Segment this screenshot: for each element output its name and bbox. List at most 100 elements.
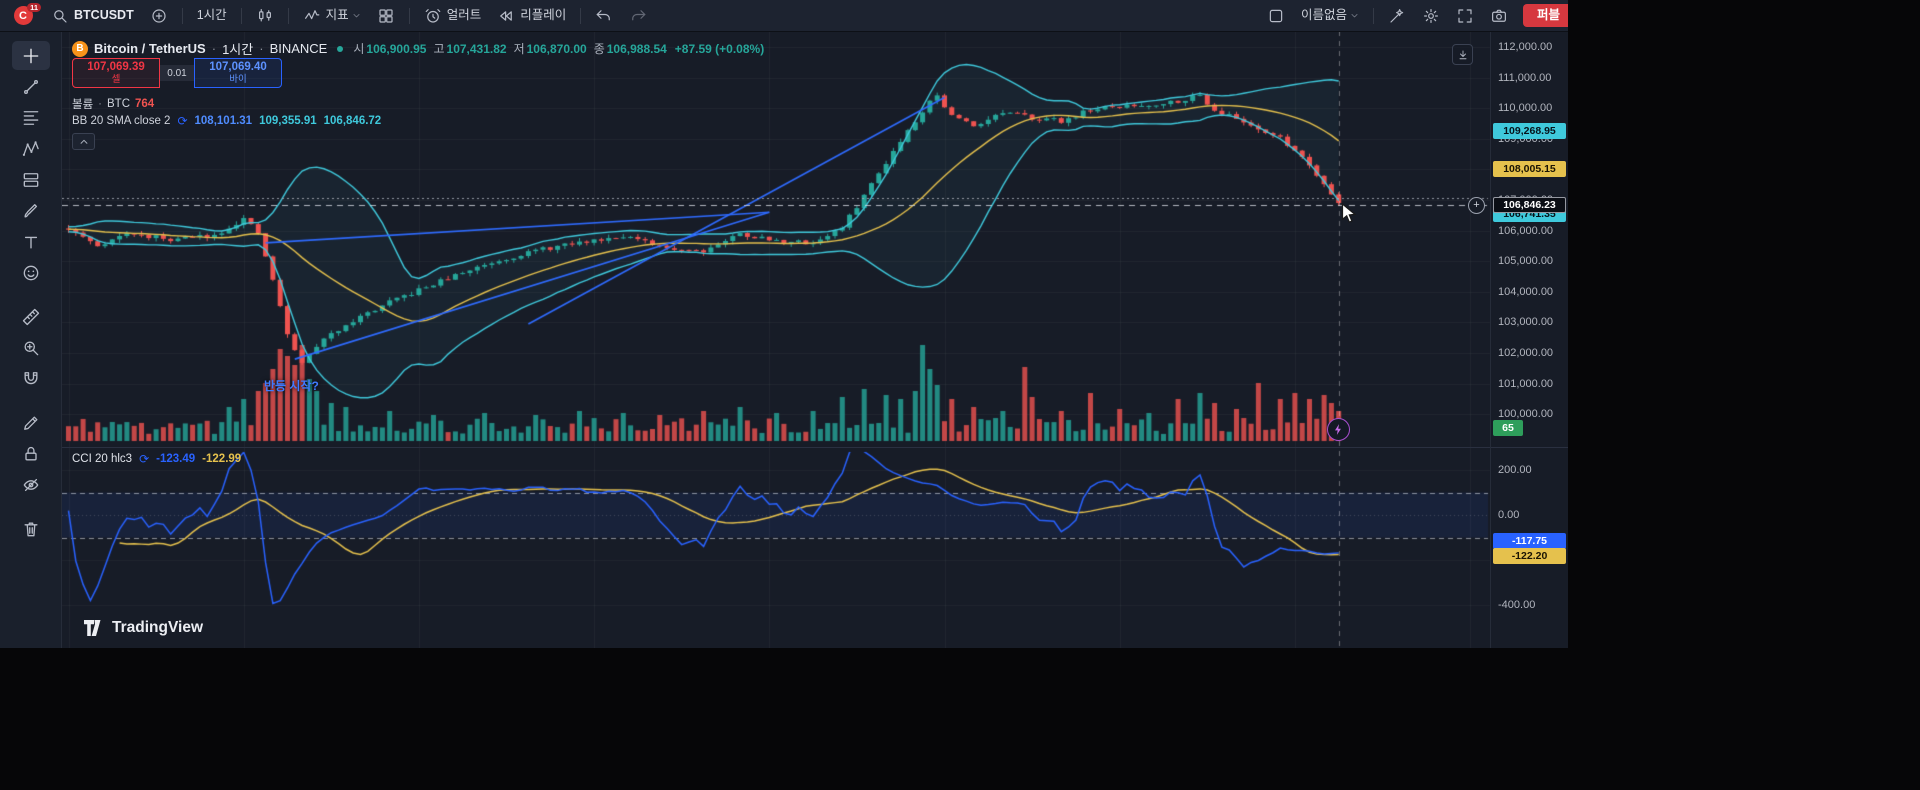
undo-icon bbox=[595, 7, 613, 25]
price-change: +87.59 (+0.08%) bbox=[674, 41, 765, 56]
symbol-search-button-label: BTCUSDT bbox=[74, 8, 134, 23]
ohlc-label: 종 bbox=[593, 42, 605, 56]
toolbar-right-group: 이름없음 퍼블 bbox=[1260, 0, 1568, 31]
layout-name-button[interactable]: 이름없음 bbox=[1294, 4, 1366, 28]
refresh-icon[interactable]: ⟳ bbox=[177, 114, 188, 128]
cci-axis-label: -400.00 bbox=[1498, 599, 1536, 611]
gear-icon bbox=[1422, 7, 1440, 25]
save-layout-button[interactable] bbox=[1260, 4, 1292, 28]
legend-interval[interactable]: 1시간 bbox=[222, 42, 254, 57]
text-drawing-annotation[interactable]: 반등 시작? bbox=[264, 379, 319, 393]
redo-button[interactable] bbox=[622, 4, 654, 28]
tradingview-window: C 11 BTCUSDT 1시간 지표 얼러트 리플레이 이름없음 퍼블 B Bitcoi… bbox=[0, 0, 1568, 648]
price-axis-label: 111,000.00 bbox=[1498, 71, 1552, 84]
ohlc-label: 시 bbox=[353, 42, 365, 56]
redo-icon bbox=[629, 7, 647, 25]
price-axis-label: 103,000.00 bbox=[1498, 316, 1554, 329]
drawing-mode-tool[interactable] bbox=[12, 408, 50, 437]
compare-add-button[interactable] bbox=[143, 4, 175, 28]
lock-icon bbox=[21, 444, 41, 464]
cci-label[interactable]: CCI 20 hlc3 bbox=[72, 453, 133, 465]
cci-smooth-value: -122.99 bbox=[202, 453, 242, 465]
trend-line-tool[interactable] bbox=[12, 72, 50, 101]
indicators-button[interactable]: 지표 bbox=[296, 4, 368, 28]
sell-button[interactable]: 107,069.39 셀 bbox=[72, 58, 160, 88]
snapshot-button[interactable] bbox=[1483, 4, 1515, 28]
hide-drawings-tool[interactable] bbox=[12, 470, 50, 499]
ohlc-label: 고 bbox=[433, 42, 445, 56]
notification-badge: 11 bbox=[27, 2, 41, 12]
account-avatar[interactable]: C 11 bbox=[8, 2, 41, 28]
pencil-icon bbox=[21, 413, 41, 433]
bb-label[interactable]: BB 20 SMA close 2 bbox=[72, 115, 171, 127]
toolbar-separator bbox=[580, 7, 582, 24]
replay-button[interactable]: 리플레이 bbox=[490, 4, 573, 28]
legend-collapse-button[interactable] bbox=[72, 133, 95, 150]
top-toolbar: C 11 BTCUSDT 1시간 지표 얼러트 리플레이 이름없음 퍼블 bbox=[0, 0, 1568, 32]
cci-legend: CCI 20 hlc3 ⟳ -123.49 -122.99 bbox=[72, 452, 241, 466]
publish-button-label: 퍼블 bbox=[1536, 8, 1560, 23]
undo-button[interactable] bbox=[588, 4, 620, 28]
tradingview-glyph-icon bbox=[84, 620, 101, 636]
symbol-title[interactable]: Bitcoin / TetherUS bbox=[94, 41, 206, 56]
toolbar-left-group: C 11 BTCUSDT 1시간 지표 얼러트 리플레이 bbox=[8, 0, 654, 31]
remove-drawings-tool[interactable] bbox=[12, 514, 50, 543]
trash-icon bbox=[21, 519, 41, 539]
settings-button[interactable] bbox=[1415, 4, 1447, 28]
text-tool[interactable] bbox=[12, 227, 50, 256]
crosshair-icon bbox=[21, 46, 41, 66]
main-chart-canvas[interactable] bbox=[0, 0, 1568, 648]
brush-tool[interactable] bbox=[12, 196, 50, 225]
alert-button[interactable]: 얼러트 bbox=[417, 4, 489, 28]
drawing-toolbar bbox=[0, 31, 62, 648]
price-axis[interactable]: 112,000.00 111,000.00 110,000.00 109,000.00… bbox=[1490, 31, 1568, 648]
price-axis-label: 106,000.00 bbox=[1498, 224, 1554, 237]
layout-templates-button[interactable] bbox=[370, 4, 402, 28]
volume-unit: BTC bbox=[107, 98, 131, 110]
zoom-tool[interactable] bbox=[12, 333, 50, 362]
crosshair-tool[interactable] bbox=[11, 41, 50, 70]
ohlc-value: 106,900.95 bbox=[366, 41, 427, 56]
add-alert-plus-icon[interactable]: + bbox=[1468, 197, 1485, 214]
chevron-down-icon bbox=[352, 11, 361, 20]
lock-drawings-tool[interactable] bbox=[12, 439, 50, 468]
legend-separator: · bbox=[98, 98, 103, 110]
fib-retracement-tool[interactable] bbox=[12, 103, 50, 132]
price-tag: 65 bbox=[1493, 420, 1523, 436]
pane-separator[interactable] bbox=[62, 447, 1568, 448]
chart-type-button[interactable] bbox=[249, 4, 281, 28]
projection-tool[interactable] bbox=[12, 165, 50, 194]
chevron-up-icon bbox=[80, 139, 87, 144]
ohlc-label: 저 bbox=[513, 42, 525, 56]
buy-button[interactable]: 107,069.40 바이 bbox=[194, 58, 282, 88]
chart-legend: B Bitcoin / TetherUS · 1시간 · BINANCE 시 10… bbox=[72, 39, 764, 58]
publish-button[interactable]: 퍼블 bbox=[1522, 4, 1568, 27]
magnet-icon bbox=[21, 369, 41, 389]
magnet-tool[interactable] bbox=[12, 364, 50, 393]
interval-button-label: 1시간 bbox=[196, 8, 227, 23]
legend-exchange[interactable]: BINANCE bbox=[269, 41, 328, 56]
emoji-tool[interactable] bbox=[12, 258, 50, 287]
tradingview-logo[interactable]: TradingView bbox=[84, 619, 203, 637]
quick-trade-lightning-icon[interactable] bbox=[1327, 418, 1350, 441]
cci-tag: -122.20 bbox=[1493, 548, 1566, 565]
lightning-bolt-icon bbox=[1334, 424, 1341, 435]
candles-icon bbox=[256, 7, 274, 25]
measure-tool[interactable] bbox=[12, 302, 50, 331]
refresh-icon[interactable]: ⟳ bbox=[139, 452, 150, 466]
legend-separator: · bbox=[211, 41, 217, 56]
symbol-search-button[interactable]: BTCUSDT bbox=[44, 4, 141, 28]
toolbar-separator bbox=[240, 7, 242, 24]
position-icon bbox=[21, 170, 41, 190]
pattern-tool[interactable] bbox=[12, 134, 50, 163]
market-status-dot bbox=[337, 45, 344, 52]
price-axis-label: 110,000.00 bbox=[1498, 102, 1553, 115]
quick-search-button[interactable] bbox=[1381, 4, 1413, 28]
volume-label: 볼륨 bbox=[72, 99, 94, 111]
interval-button[interactable]: 1시간 bbox=[190, 4, 234, 28]
quick-search-icon bbox=[1388, 7, 1406, 25]
bb-lower-value: 106,846.72 bbox=[323, 115, 382, 127]
go-to-realtime-button[interactable] bbox=[1452, 44, 1473, 65]
price-axis-label: 100,000.00 bbox=[1498, 408, 1554, 421]
fullscreen-button[interactable] bbox=[1449, 4, 1481, 28]
